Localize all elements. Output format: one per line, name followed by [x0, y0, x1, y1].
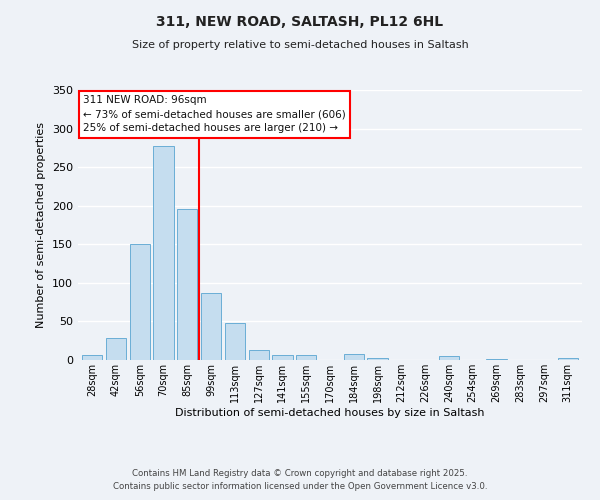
Bar [154, 146, 173, 360]
Bar [106, 338, 126, 360]
Text: Size of property relative to semi-detached houses in Saltash: Size of property relative to semi-detach… [131, 40, 469, 50]
Bar [201, 293, 221, 360]
Text: 311 NEW ROAD: 96sqm
← 73% of semi-detached houses are smaller (606)
25% of semi-: 311 NEW ROAD: 96sqm ← 73% of semi-detach… [83, 96, 346, 134]
Text: Contains public sector information licensed under the Open Government Licence v3: Contains public sector information licen… [113, 482, 487, 491]
Bar [248, 350, 269, 360]
Bar [177, 209, 197, 360]
Bar [439, 356, 459, 360]
Bar [344, 354, 364, 360]
Text: 311, NEW ROAD, SALTASH, PL12 6HL: 311, NEW ROAD, SALTASH, PL12 6HL [157, 15, 443, 29]
Bar [296, 354, 316, 360]
Bar [130, 244, 150, 360]
Bar [272, 356, 293, 360]
X-axis label: Distribution of semi-detached houses by size in Saltash: Distribution of semi-detached houses by … [175, 408, 485, 418]
Bar [367, 358, 388, 360]
Bar [557, 358, 578, 360]
Bar [82, 356, 103, 360]
Text: Contains HM Land Registry data © Crown copyright and database right 2025.: Contains HM Land Registry data © Crown c… [132, 468, 468, 477]
Y-axis label: Number of semi-detached properties: Number of semi-detached properties [37, 122, 46, 328]
Bar [225, 323, 245, 360]
Bar [487, 359, 506, 360]
